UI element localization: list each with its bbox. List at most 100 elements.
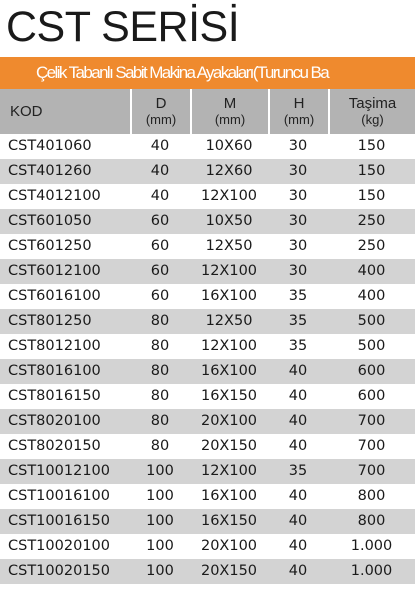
cell-h: 35 (288, 338, 308, 354)
column-header-unit: (mm) (214, 112, 246, 127)
cell-kod: CST401260 (8, 163, 92, 179)
table-row: CST601250 60 12X50 30 250 (0, 234, 415, 259)
cell-tasima: 700 (357, 413, 386, 429)
cell-d: 100 (146, 463, 174, 479)
cell-m: 10X50 (205, 213, 253, 229)
cell-tasima: 600 (357, 363, 386, 379)
cell-tasima: 600 (357, 388, 386, 404)
cell-kod: CST601250 (8, 238, 92, 254)
category-banner: Çelik Tabanlı Sabit Makina Ayakaları(Tur… (0, 57, 415, 89)
cell-h: 30 (288, 238, 308, 254)
cell-kod: CST8020100 (8, 413, 101, 429)
cell-h: 40 (288, 363, 308, 379)
table-row: CST801250 80 12X50 35 500 (0, 309, 415, 334)
cell-tasima: 150 (357, 163, 386, 179)
cell-m: 12X50 (205, 313, 253, 329)
cell-h: 40 (288, 513, 308, 529)
cell-kod: CST10020100 (8, 538, 110, 554)
cell-tasima: 150 (357, 138, 386, 154)
cell-d: 40 (150, 163, 170, 179)
cell-m: 12X60 (205, 163, 253, 179)
cell-m: 16X100 (200, 488, 258, 504)
cell-m: 16X100 (200, 363, 258, 379)
cell-h: 40 (288, 563, 308, 579)
table-row: CST4012100 40 12X100 30 150 (0, 184, 415, 209)
page-title: CST SERİSİ (6, 3, 240, 51)
cell-m: 16X150 (200, 513, 258, 529)
cell-h: 35 (288, 313, 308, 329)
cell-kod: CST10016150 (8, 513, 110, 529)
cell-tasima: 400 (357, 288, 386, 304)
cell-tasima: 700 (357, 463, 386, 479)
column-header-unit: (mm) (283, 112, 315, 127)
cell-tasima: 150 (357, 188, 386, 204)
table-row: CST8020100 80 20X100 40 700 (0, 409, 415, 434)
cell-d: 80 (150, 338, 170, 354)
table-row: CST10016150 100 16X150 40 800 (0, 509, 415, 534)
cell-kod: CST10016100 (8, 488, 110, 504)
cell-m: 20X150 (200, 563, 258, 579)
cell-kod: CST401060 (8, 138, 92, 154)
cell-d: 80 (150, 413, 170, 429)
cell-h: 40 (288, 388, 308, 404)
cell-kod: CST8016150 (8, 388, 101, 404)
cell-kod: CST10020150 (8, 563, 110, 579)
cell-d: 100 (146, 513, 174, 529)
cell-d: 60 (150, 263, 170, 279)
cell-m: 12X50 (205, 238, 253, 254)
cell-h: 40 (288, 538, 308, 554)
column-header-d: D (mm) (130, 89, 190, 134)
cell-tasima: 250 (357, 213, 386, 229)
cell-tasima: 800 (357, 513, 386, 529)
column-header-tasima: Taşima (kg) (328, 89, 415, 134)
table-row: CST8020150 80 20X150 40 700 (0, 434, 415, 459)
column-header-label: KOD (10, 102, 43, 120)
cell-d: 80 (150, 363, 170, 379)
cell-d: 80 (150, 388, 170, 404)
cell-h: 35 (288, 288, 308, 304)
cell-h: 40 (288, 488, 308, 504)
cell-m: 20X150 (200, 438, 258, 454)
cell-tasima: 250 (357, 238, 386, 254)
column-header-label: M (223, 95, 237, 112)
table-row: CST10016100 100 16X100 40 800 (0, 484, 415, 509)
cell-d: 80 (150, 313, 170, 329)
column-header-h: H (mm) (268, 89, 328, 134)
table-row: CST6016100 60 16X100 35 400 (0, 284, 415, 309)
cell-m: 20X100 (200, 538, 258, 554)
column-header-unit: (kg) (361, 112, 384, 127)
cell-kod: CST8016100 (8, 363, 101, 379)
cell-m: 16X100 (200, 288, 258, 304)
column-header-m: M (mm) (190, 89, 268, 134)
cell-h: 40 (288, 413, 308, 429)
table-row: CST601050 60 10X50 30 250 (0, 209, 415, 234)
cell-h: 30 (288, 163, 308, 179)
table-row: CST10020100 100 20X100 40 1.000 (0, 534, 415, 559)
cell-kod: CST601050 (8, 213, 92, 229)
cell-d: 40 (150, 138, 170, 154)
cell-kod: CST10012100 (8, 463, 110, 479)
cell-d: 60 (150, 213, 170, 229)
cell-d: 60 (150, 288, 170, 304)
cell-d: 100 (146, 563, 174, 579)
cell-d: 40 (150, 188, 170, 204)
column-header-label: H (293, 95, 305, 112)
table-body: CST401060 40 10X60 30 150 CST401260 40 12X60 30 1… (0, 134, 415, 584)
cell-m: 12X100 (200, 263, 258, 279)
cell-h: 30 (288, 263, 308, 279)
cell-m: 12X100 (200, 338, 258, 354)
cell-d: 100 (146, 488, 174, 504)
table-row: CST401060 40 10X60 30 150 (0, 134, 415, 159)
table-row: CST8016100 80 16X100 40 600 (0, 359, 415, 384)
cell-d: 60 (150, 238, 170, 254)
cell-kod: CST6012100 (8, 263, 101, 279)
cell-h: 30 (288, 138, 308, 154)
cell-h: 40 (288, 438, 308, 454)
cell-kod: CST4012100 (8, 188, 101, 204)
table-row: CST10012100 100 12X100 35 700 (0, 459, 415, 484)
cell-kod: CST801250 (8, 313, 92, 329)
cell-h: 30 (288, 213, 308, 229)
cell-kod: CST8012100 (8, 338, 101, 354)
cell-tasima: 500 (357, 313, 386, 329)
cell-tasima: 800 (357, 488, 386, 504)
